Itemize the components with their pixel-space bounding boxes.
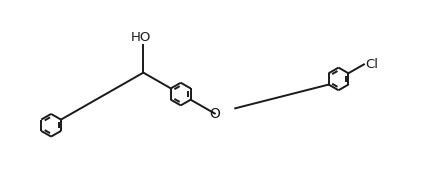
Text: Cl: Cl [364, 58, 377, 71]
Text: O: O [209, 106, 220, 121]
Text: HO: HO [131, 31, 151, 44]
